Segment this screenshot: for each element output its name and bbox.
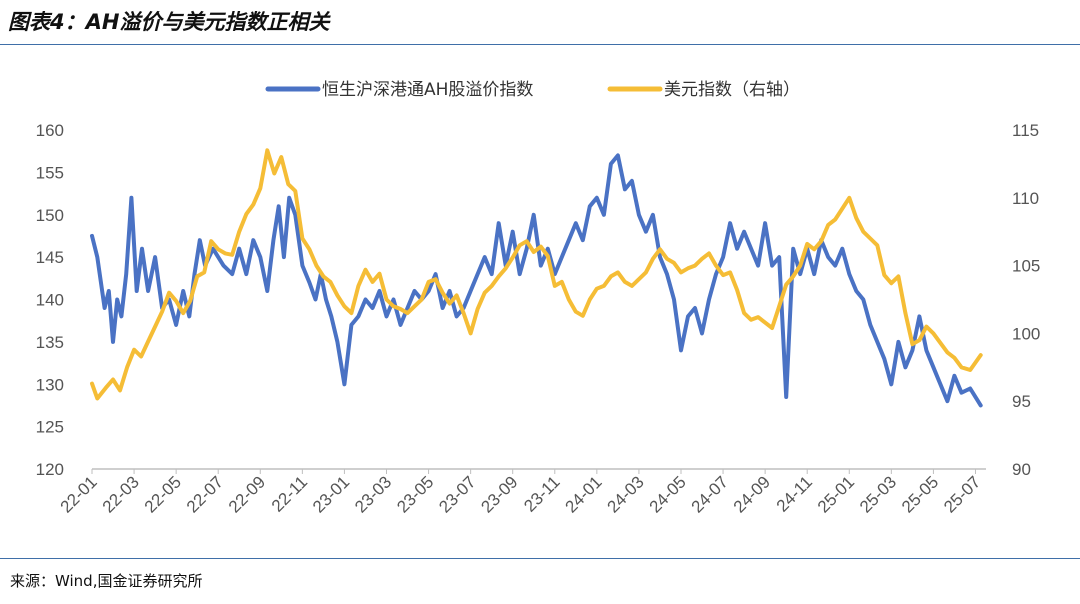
x-tick-label: 23-03 [351, 472, 395, 516]
x-tick-label: 23-05 [393, 472, 437, 516]
series-layer [90, 148, 983, 408]
x-tick-label: 22-03 [99, 472, 143, 516]
y-left-tick-label: 155 [36, 163, 64, 182]
x-tick-label: 23-07 [435, 472, 479, 516]
y-right-tick-label: 110 [1012, 189, 1039, 208]
x-tick-label: 25-03 [856, 472, 900, 516]
x-tick-label: 25-07 [940, 472, 984, 516]
legend-label-dxy: 美元指数（右轴） [664, 80, 800, 100]
y-right-tick-label: 115 [1012, 121, 1039, 140]
y-right-tick-label: 95 [1012, 392, 1031, 411]
y-left-tick-label: 145 [36, 248, 64, 267]
y-left-tick-label: 140 [36, 291, 64, 310]
x-tick-label: 24-05 [646, 472, 690, 516]
y-left-tick-label: 150 [36, 206, 64, 225]
x-tick-label: 22-07 [183, 472, 227, 516]
x-tick-label: 22-09 [225, 472, 269, 516]
x-tick-label: 22-01 [57, 472, 101, 516]
x-tick-label: 24-09 [730, 472, 774, 516]
source-note: 来源：Wind,国金证券研究所 [10, 572, 203, 590]
x-tick-label: 23-01 [309, 472, 353, 516]
y-left-tick-label: 160 [36, 121, 64, 140]
y-left-tick-label: 135 [36, 333, 64, 352]
legend: 恒生沪深港通AH股溢价指数 美元指数（右轴） [265, 80, 800, 100]
legend-label-ah: 恒生沪深港通AH股溢价指数 [322, 80, 533, 100]
footer-rule [0, 558, 1080, 559]
x-tick-label: 24-03 [604, 472, 648, 516]
x-tick-label: 24-11 [773, 472, 816, 515]
chart-title: 图表4：AH溢价与美元指数正相关 [8, 10, 330, 34]
y-right-tick-label: 90 [1012, 460, 1031, 479]
x-tick-label: 24-01 [561, 472, 605, 516]
x-tick-label: 25-01 [814, 472, 858, 516]
header-rule [0, 44, 1080, 45]
x-tick-label: 24-07 [688, 472, 732, 516]
y-left-tick-label: 125 [36, 418, 64, 437]
x-tick-label: 22-05 [141, 472, 185, 516]
x-tick-label: 23-09 [477, 472, 521, 516]
y-right-tick-label: 100 [1012, 324, 1040, 343]
y-left-tick-label: 130 [36, 375, 64, 394]
y-right-tick-label: 105 [1012, 257, 1040, 276]
x-tick-label: 22-11 [268, 472, 311, 515]
axes: 22-0122-0322-0522-0722-0922-1123-0123-03… [36, 121, 1041, 517]
series-line-dollar-index [90, 148, 983, 401]
y-left-tick-label: 120 [36, 460, 64, 479]
x-tick-label: 25-05 [898, 472, 942, 516]
series-line-ah-premium [90, 153, 983, 408]
x-tick-label: 23-11 [520, 472, 563, 515]
